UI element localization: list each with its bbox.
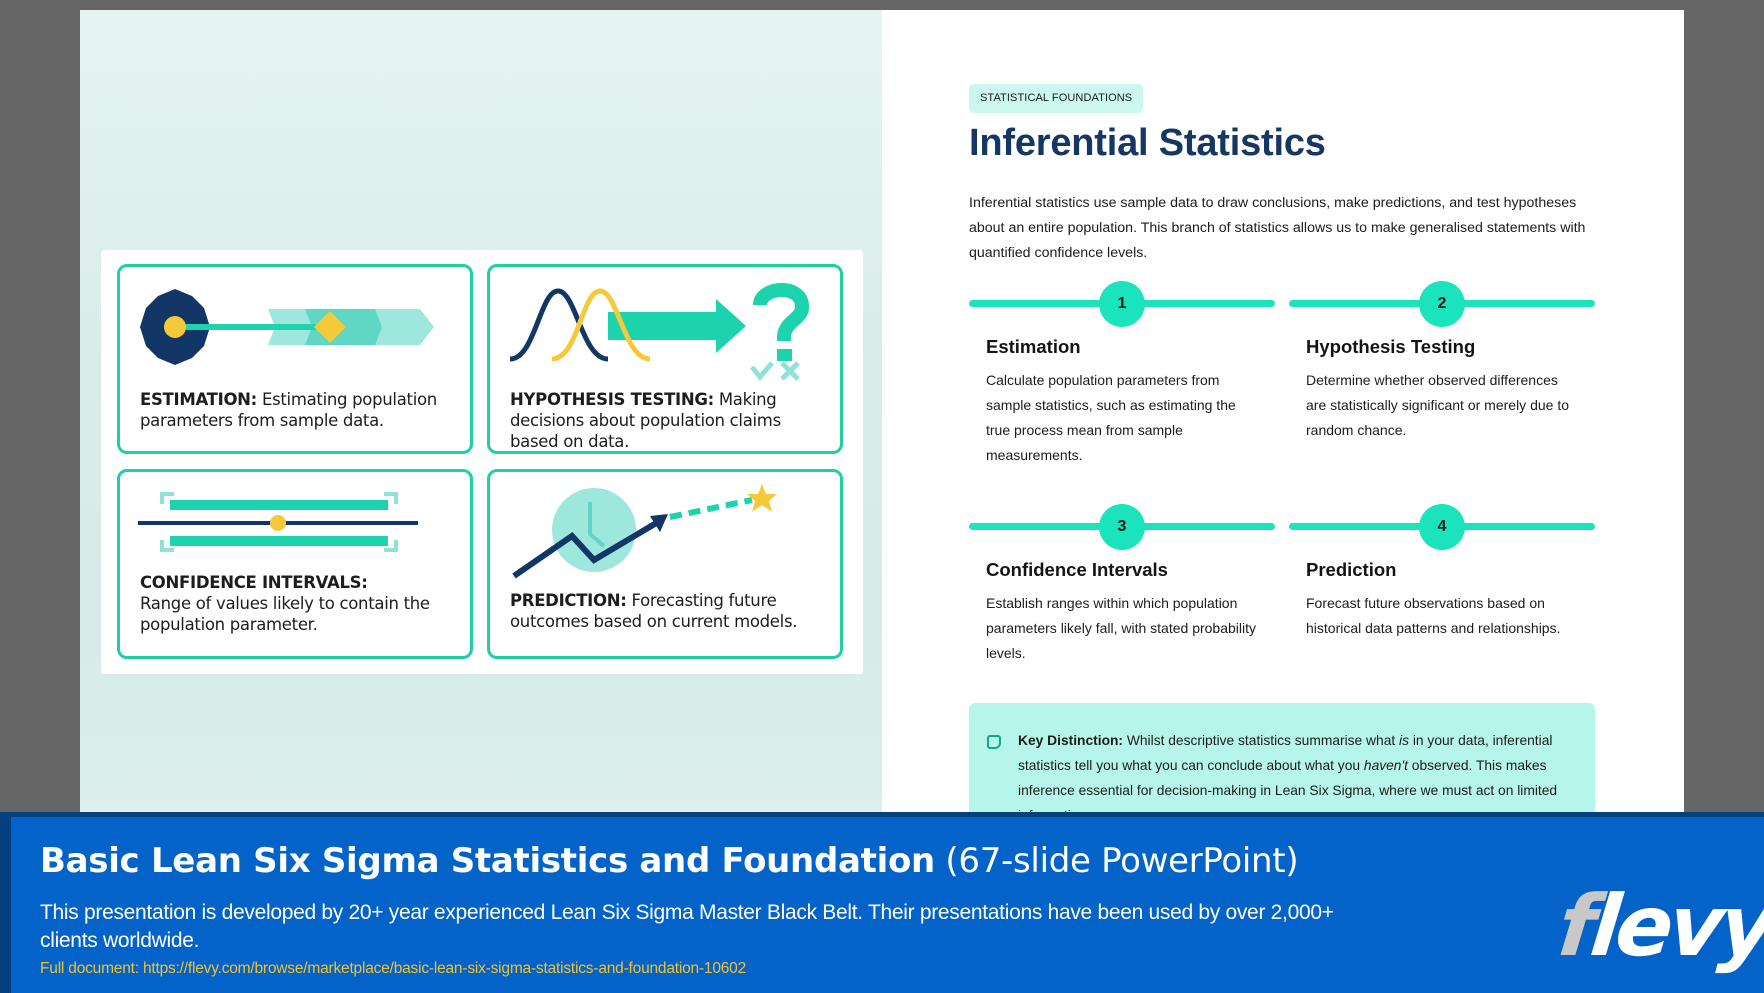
confidence-intervals-caption: CONFIDENCE INTERVALS: Range of values lik… [140,573,430,634]
note-icon [987,735,1001,749]
key-distinction-callout: Key Distinction: Whilst descriptive stat… [969,703,1595,820]
product-title: Basic Lean Six Sigma Statistics and Foun… [40,841,1299,881]
step-number-badge: 1 [1099,281,1145,327]
infographic-hypothesis-testing: HYPOTHESIS TESTING: Making decisions abo… [487,264,843,454]
step-heading: Estimation [986,336,1081,357]
estimation-target-icon [140,289,434,365]
slide-title: Inferential Statistics [969,122,1326,164]
step-heading: Hypothesis Testing [1306,336,1476,357]
slide-image-panel: ESTIMATION: Estimating population parame… [80,10,882,820]
step-heading: Confidence Intervals [986,559,1168,580]
full-document-link[interactable]: Full document: https://flevy.com/browse/… [40,960,747,977]
hypothesis-testing-caption: HYPOTHESIS TESTING: Making decisions abo… [510,390,781,451]
infographic-confidence-intervals: CONFIDENCE INTERVALS: Range of values lik… [117,469,473,659]
infographic-estimation: ESTIMATION: Estimating population parame… [117,264,473,454]
product-description: This presentation is developed by 20+ ye… [40,901,1334,952]
trend-arrow-star-icon [512,484,777,579]
estimation-caption: ESTIMATION: Estimating population parame… [140,390,437,430]
slide: ESTIMATION: Estimating population parame… [80,10,1684,820]
intro-paragraph: Inferential statistics use sample data t… [969,195,1586,261]
step-description: Determine whether observed differences a… [1306,372,1569,438]
product-banner: Basic Lean Six Sigma Statistics and Foun… [0,812,1764,993]
step-description: Calculate population parameters from sam… [986,372,1236,463]
infographic-prediction: PREDICTION: Forecasting future outcomes … [487,469,843,659]
slide-content: STATISTICAL FOUNDATIONS Inferential Stat… [969,10,1684,820]
step-description: Forecast future observations based on hi… [1306,595,1561,636]
key-distinction-text: Key Distinction: Whilst descriptive stat… [1018,733,1558,820]
prediction-caption: PREDICTION: Forecasting future outcomes … [510,591,798,631]
flevy-logo[interactable]: flevy [1553,877,1764,975]
step-number-badge: 3 [1099,504,1145,550]
bell-curves-question-icon [509,283,809,381]
step-number-badge: 2 [1419,281,1465,327]
step-heading: Prediction [1306,559,1397,580]
step-description: Establish ranges within which population… [986,595,1257,661]
infographic-card: ESTIMATION: Estimating population parame… [101,250,863,674]
interval-bracket-icon [138,492,418,552]
step-number-badge: 4 [1419,504,1465,550]
section-tag: STATISTICAL FOUNDATIONS [969,84,1144,113]
